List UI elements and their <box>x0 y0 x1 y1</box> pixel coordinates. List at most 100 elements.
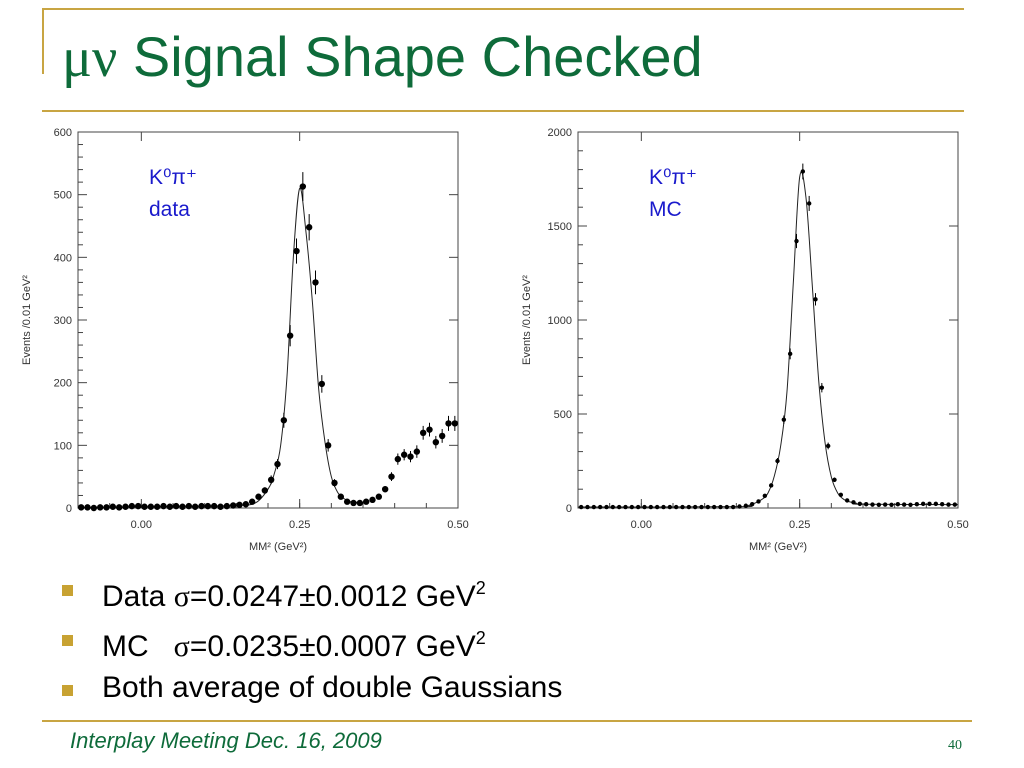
y-tick-label: 500 <box>54 190 72 202</box>
data-point <box>134 502 142 510</box>
data-point <box>115 504 123 511</box>
data-point <box>813 297 818 302</box>
data-point <box>591 504 597 510</box>
superscript: 2 <box>475 628 486 648</box>
plot-frame <box>77 131 459 509</box>
data-point <box>908 502 913 508</box>
data-point <box>445 420 452 427</box>
x-axis-label: MM² (GeV²) <box>249 541 307 553</box>
data-point <box>680 504 685 510</box>
data-point <box>610 504 616 510</box>
y-tick-label: 600 <box>54 127 72 139</box>
data-point <box>388 473 395 480</box>
data-point <box>324 442 332 449</box>
data-point <box>825 443 831 449</box>
bullet-square-icon <box>62 685 73 696</box>
data-point <box>242 501 250 508</box>
y-axis-label: Events /0.01 GeV² <box>521 275 533 365</box>
data-point <box>768 483 774 488</box>
sigma-symbol: σ <box>173 580 190 613</box>
data-point <box>261 487 269 494</box>
data-point <box>369 496 376 504</box>
data-point <box>172 502 180 510</box>
chart-annotation: K⁰π⁺ <box>149 166 197 189</box>
data-point <box>781 417 787 422</box>
data-point <box>84 504 91 511</box>
data-point <box>274 460 281 468</box>
data-point <box>642 504 647 510</box>
data-point <box>844 498 850 503</box>
data-point <box>160 502 167 510</box>
data-point <box>806 201 812 206</box>
data-point <box>673 504 679 510</box>
data-point <box>775 458 780 464</box>
mc-histogram-chart: 0 500 1000 1500 2000 0.00 0.25 0.50 MM² (GeV²) Ev… <box>512 118 982 558</box>
data-point <box>438 432 446 440</box>
data-point <box>312 279 319 286</box>
footer-divider <box>42 720 972 722</box>
fit-curve <box>577 171 959 508</box>
title-divider <box>42 110 964 112</box>
data-point <box>191 503 199 510</box>
data-point <box>635 504 641 510</box>
data-point <box>109 503 117 510</box>
superscript: 2 <box>475 578 486 598</box>
data-point <box>337 493 345 500</box>
chart-svg: 0 100 200 300 400 500 600 0.00 0.25 0.50 MM² (GeV²… <box>21 127 469 553</box>
data-point <box>876 502 882 508</box>
data-point <box>451 420 459 427</box>
data-point <box>229 502 237 509</box>
data-point <box>413 448 421 455</box>
data-point <box>616 504 622 510</box>
data-point <box>667 504 673 510</box>
data-point <box>756 499 761 504</box>
data-point <box>762 493 768 498</box>
data-point <box>350 499 357 507</box>
bullet-text: Both average of double Gaussians <box>102 671 563 704</box>
data-point <box>787 351 793 357</box>
data-point <box>870 502 875 507</box>
bullet-square-icon <box>62 585 73 596</box>
data-point <box>933 501 939 507</box>
sigma-symbol: σ <box>173 630 190 663</box>
title-frame-top <box>42 8 964 10</box>
title-text: Signal Shape Checked <box>132 25 703 88</box>
data-point <box>629 504 635 510</box>
data-point <box>356 499 364 507</box>
data-point <box>648 504 654 510</box>
data-point <box>889 502 894 508</box>
data-point <box>585 504 590 510</box>
data-point <box>77 504 85 511</box>
data-point <box>699 504 704 510</box>
data-point <box>920 501 926 507</box>
data-point <box>318 380 326 388</box>
data-point <box>255 493 262 500</box>
data-point <box>882 502 888 507</box>
data-point <box>724 504 730 510</box>
bullet-text: Data <box>102 580 174 613</box>
data-point <box>737 504 742 509</box>
chart-annotation: K⁰π⁺ <box>649 166 697 189</box>
data-point <box>851 500 856 505</box>
bullet-text: MC <box>102 630 174 663</box>
data-point <box>204 502 212 510</box>
data-point <box>210 502 218 510</box>
data-point <box>223 502 231 510</box>
chart-annotation: data <box>149 198 190 221</box>
data-point <box>432 439 440 446</box>
data-point <box>743 503 749 508</box>
data-point <box>838 492 844 498</box>
data-histogram-chart: 0 100 200 300 400 500 600 0.00 0.25 0.50 MM² (GeV²… <box>12 118 482 558</box>
x-tick-label: 0.50 <box>447 519 468 531</box>
data-point <box>914 502 920 507</box>
bullet-square-icon <box>62 635 73 646</box>
y-tick-label: 500 <box>554 409 572 421</box>
data-point <box>895 502 901 507</box>
y-tick-label: 0 <box>566 503 572 515</box>
chart-svg: 0 500 1000 1500 2000 0.00 0.25 0.50 MM² (GeV²) Ev… <box>521 127 969 553</box>
data-point <box>179 503 186 510</box>
data-point <box>927 501 932 507</box>
data-point <box>400 451 408 458</box>
data-point <box>794 238 799 244</box>
x-tick-label: 0.25 <box>789 519 810 531</box>
